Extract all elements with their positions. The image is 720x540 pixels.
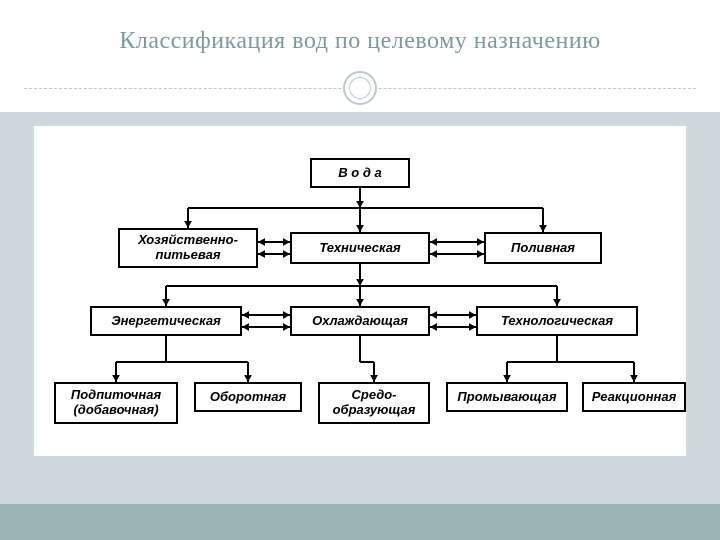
ornament-icon — [343, 71, 377, 105]
node-tech: Техническая — [290, 232, 430, 264]
node-hoz: Хозяйственно- питьевая — [118, 228, 258, 268]
page-title: Классификация вод по целевому назначению — [0, 0, 720, 55]
node-oborot: Оборотная — [194, 382, 302, 412]
footer-bar — [0, 504, 720, 540]
ornament-inner-icon — [349, 77, 371, 99]
node-promy: Промывающая — [446, 382, 568, 412]
node-poliv: Поливная — [484, 232, 602, 264]
node-voda: В о д а — [310, 158, 410, 188]
header: Классификация вод по целевому назначению — [0, 0, 720, 120]
node-reakc: Реакционная — [582, 382, 686, 412]
slide: Классификация вод по целевому назначению… — [0, 0, 720, 540]
node-podpit: Подпиточная (добавочная) — [54, 382, 178, 424]
node-ohl: Охлаждающая — [290, 306, 430, 336]
body: В о д а Хозяйственно- питьевая Техническая… — [0, 112, 720, 540]
node-technol: Технологическая — [476, 306, 638, 336]
diagram-panel: В о д а Хозяйственно- питьевая Техническая… — [34, 126, 686, 456]
node-energ: Энергетическая — [90, 306, 242, 336]
node-sredo: Средо- образующая — [318, 382, 430, 424]
